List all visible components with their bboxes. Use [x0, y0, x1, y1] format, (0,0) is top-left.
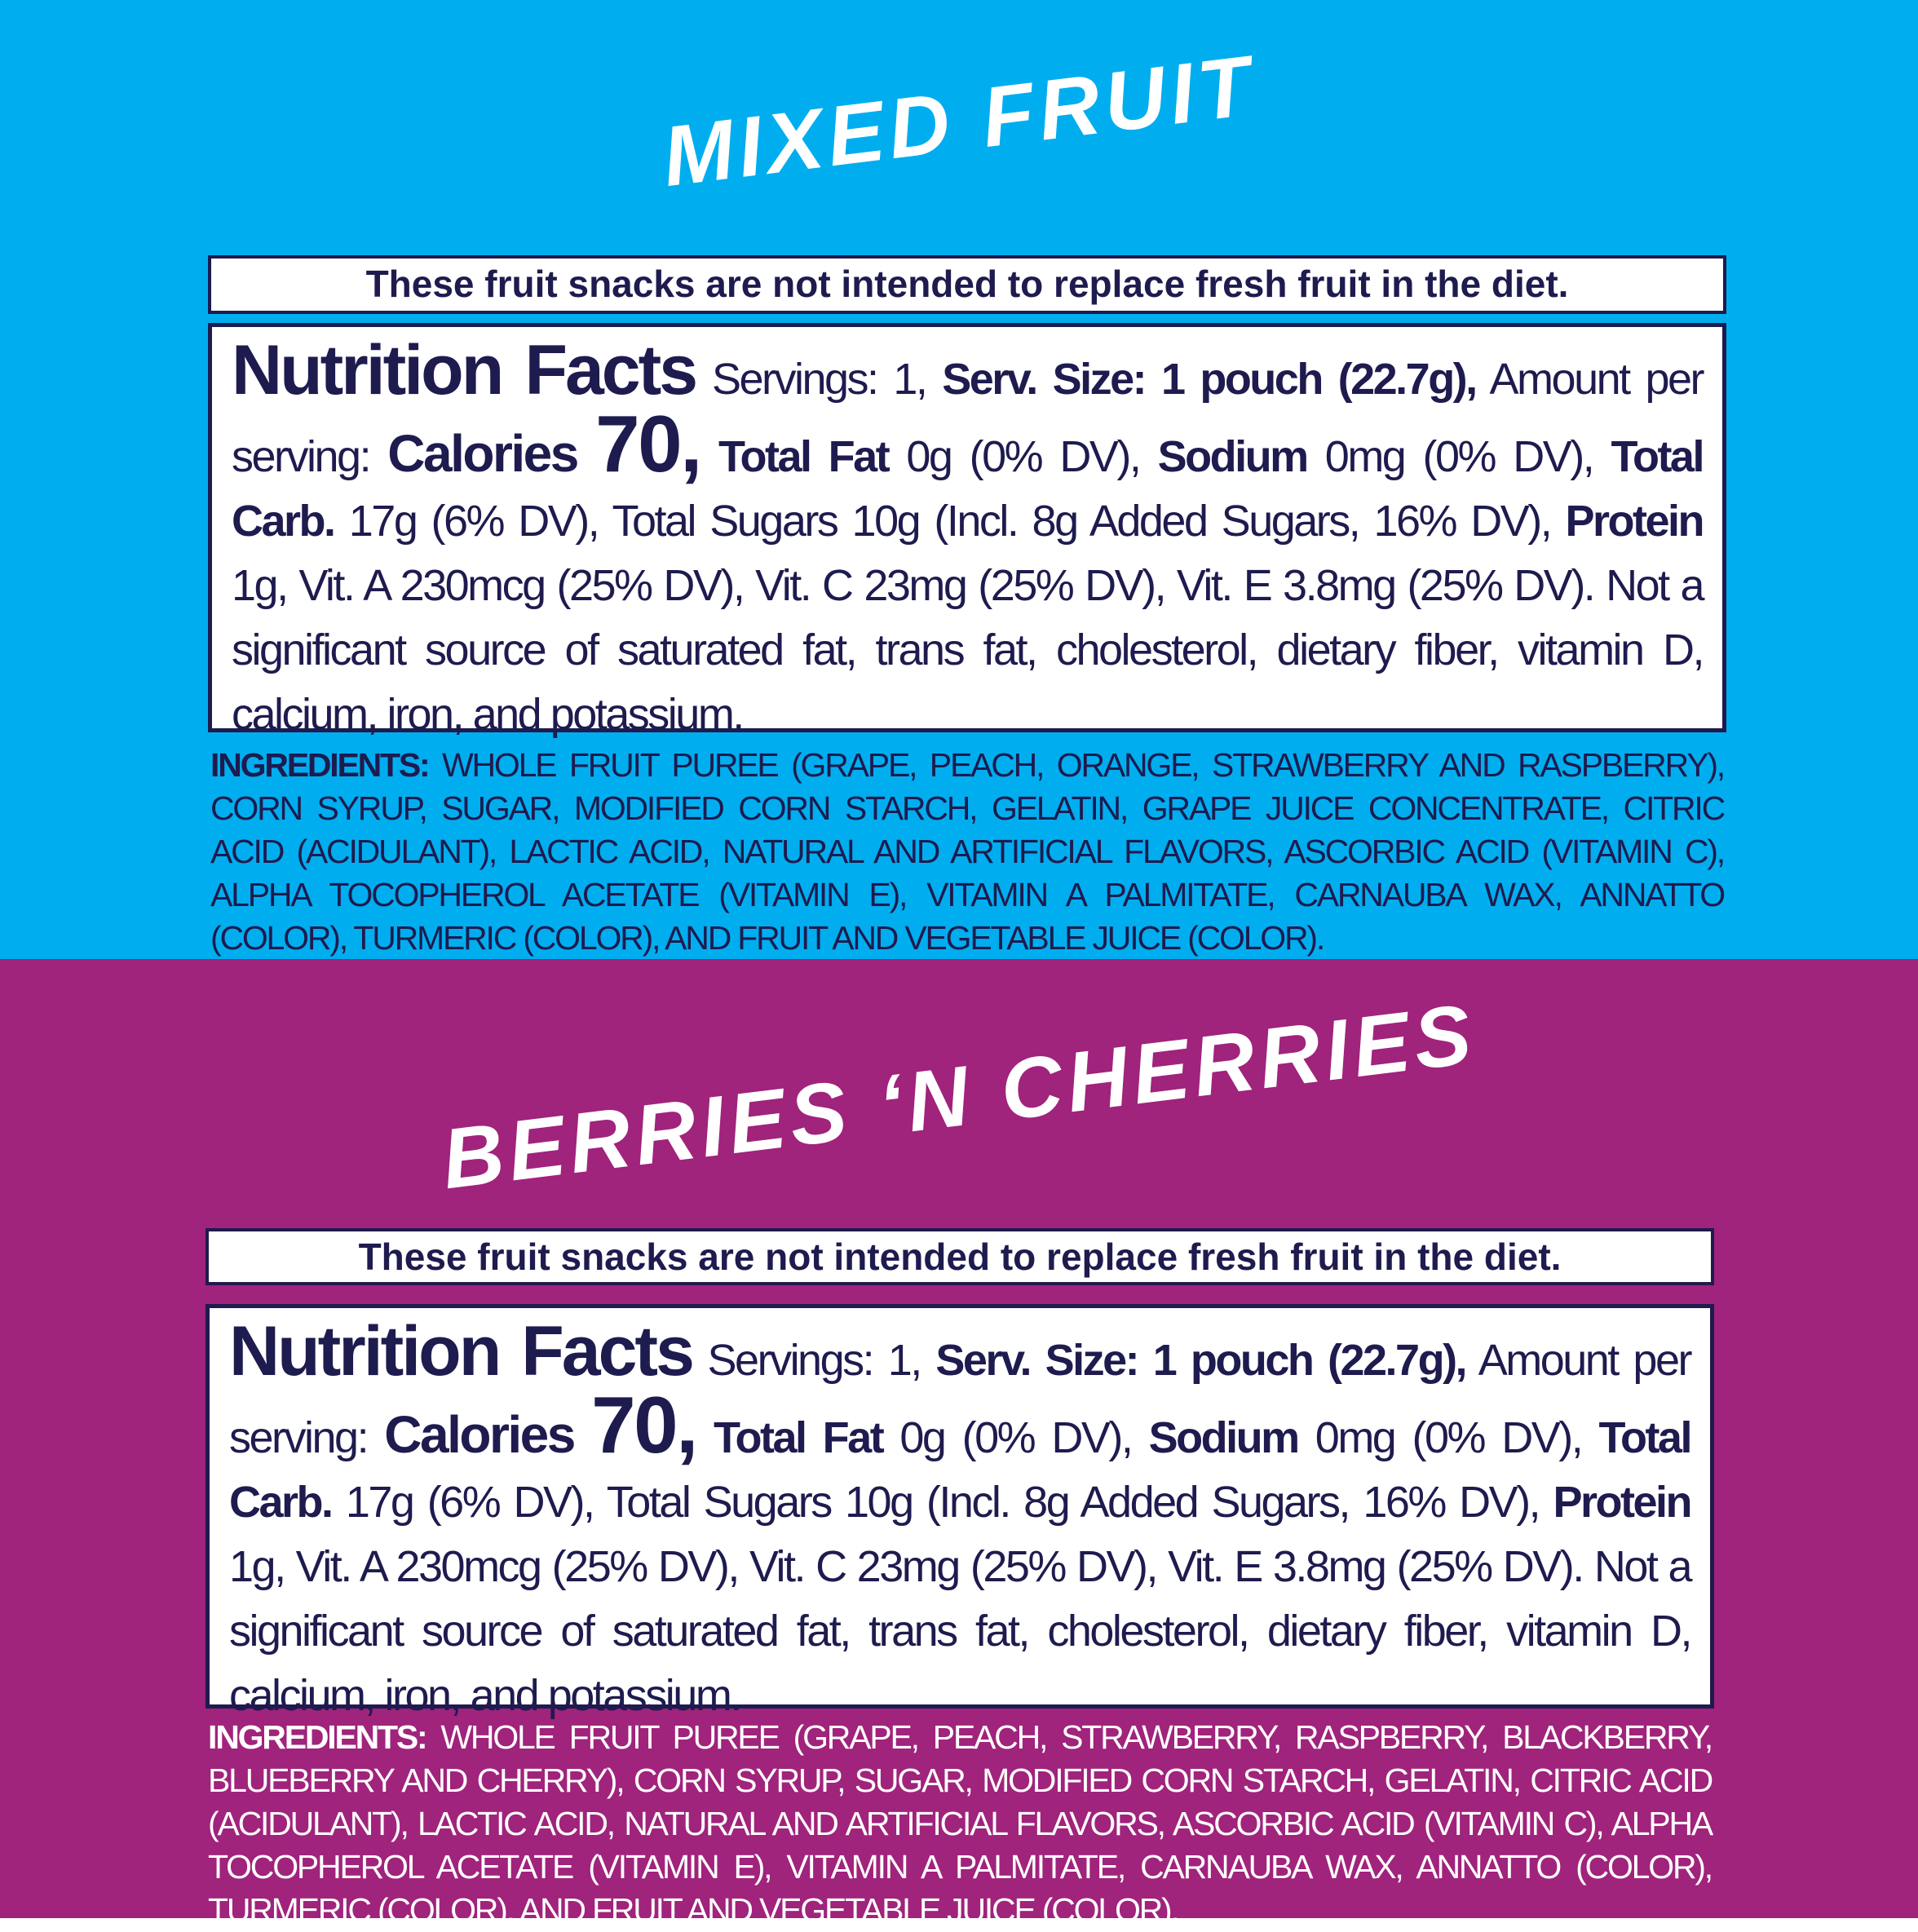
- disclaimer: These fruit snacks are not intended to r…: [206, 1228, 1714, 1285]
- sodium-label: Sodium: [1157, 432, 1310, 481]
- protein-label: Protein: [1553, 1478, 1692, 1527]
- servings: Servings: 1,: [711, 355, 928, 404]
- sodium-amount: 0mg (0% DV),: [1315, 1413, 1584, 1462]
- carb-label: Total Carb.: [229, 1413, 1692, 1527]
- ingredients-text: WHOLE FRUIT PUREE (GRAPE, PEACH, STRAWBE…: [208, 1718, 1713, 1929]
- fat-amount: 0g (0% DV),: [899, 1413, 1134, 1462]
- mixed-fruit-panel: MIXED FRUIT These fruit snacks are not i…: [0, 0, 1918, 959]
- sodium-amount: 0mg (0% DV),: [1324, 432, 1595, 481]
- calories-value: 70,: [595, 399, 702, 489]
- protein-amount: 1g, Vit. A 230mcg (25% DV), Vit. C 23mg …: [232, 561, 1705, 739]
- protein-amount: 1g, Vit. A 230mcg (25% DV), Vit. C 23mg …: [229, 1542, 1693, 1720]
- fat-amount: 0g (0% DV),: [906, 432, 1142, 481]
- ingredients-text: WHOLE FRUIT PUREE (GRAPE, PEACH, ORANGE,…: [210, 746, 1726, 957]
- flavor-title: MIXED FRUIT: [657, 38, 1261, 206]
- flavor-title: BERRIES ‘N CHERRIES: [436, 986, 1482, 1208]
- sodium-label: Sodium: [1148, 1413, 1301, 1462]
- calories-value: 70,: [591, 1380, 698, 1470]
- carb-label: Total Carb.: [232, 432, 1704, 546]
- ingredients: INGREDIENTS: WHOLE FRUIT PUREE (GRAPE, P…: [210, 744, 1726, 960]
- ingredients-label: INGREDIENTS:: [210, 746, 431, 784]
- heading: Nutrition Facts: [232, 331, 698, 409]
- nutrition-facts: Nutrition Facts Servings: 1, Serv. Size:…: [206, 1304, 1714, 1720]
- fat-label: Total Fat: [718, 432, 890, 481]
- calories-label: Calories: [384, 1405, 576, 1464]
- serving-size: Serv. Size: 1 pouch (22.7g),: [942, 355, 1478, 404]
- amount-per-serving: Amount per serving:: [229, 1336, 1692, 1462]
- servings: Servings: 1,: [707, 1336, 923, 1385]
- serving-size: Serv. Size: 1 pouch (22.7g),: [935, 1336, 1467, 1385]
- heading: Nutrition Facts: [229, 1312, 695, 1390]
- amount-per-serving: Amount per serving:: [232, 355, 1705, 481]
- ingredients-label: INGREDIENTS:: [208, 1718, 428, 1756]
- carb-amount: 17g (6% DV), Total Sugars 10g (Incl. 8g …: [345, 1478, 1541, 1527]
- calories-label: Calories: [387, 424, 579, 483]
- fat-label: Total Fat: [714, 1413, 885, 1462]
- protein-label: Protein: [1565, 497, 1704, 546]
- carb-amount: 17g (6% DV), Total Sugars 10g (Incl. 8g …: [348, 497, 1553, 546]
- nutrition-facts: Nutrition Facts Servings: 1, Serv. Size:…: [208, 323, 1726, 739]
- disclaimer: These fruit snacks are not intended to r…: [208, 255, 1726, 314]
- berries-panel: BERRIES ‘N CHERRIES These fruit snacks a…: [0, 959, 1918, 1929]
- ingredients: INGREDIENTS: WHOLE FRUIT PUREE (GRAPE, P…: [208, 1716, 1713, 1932]
